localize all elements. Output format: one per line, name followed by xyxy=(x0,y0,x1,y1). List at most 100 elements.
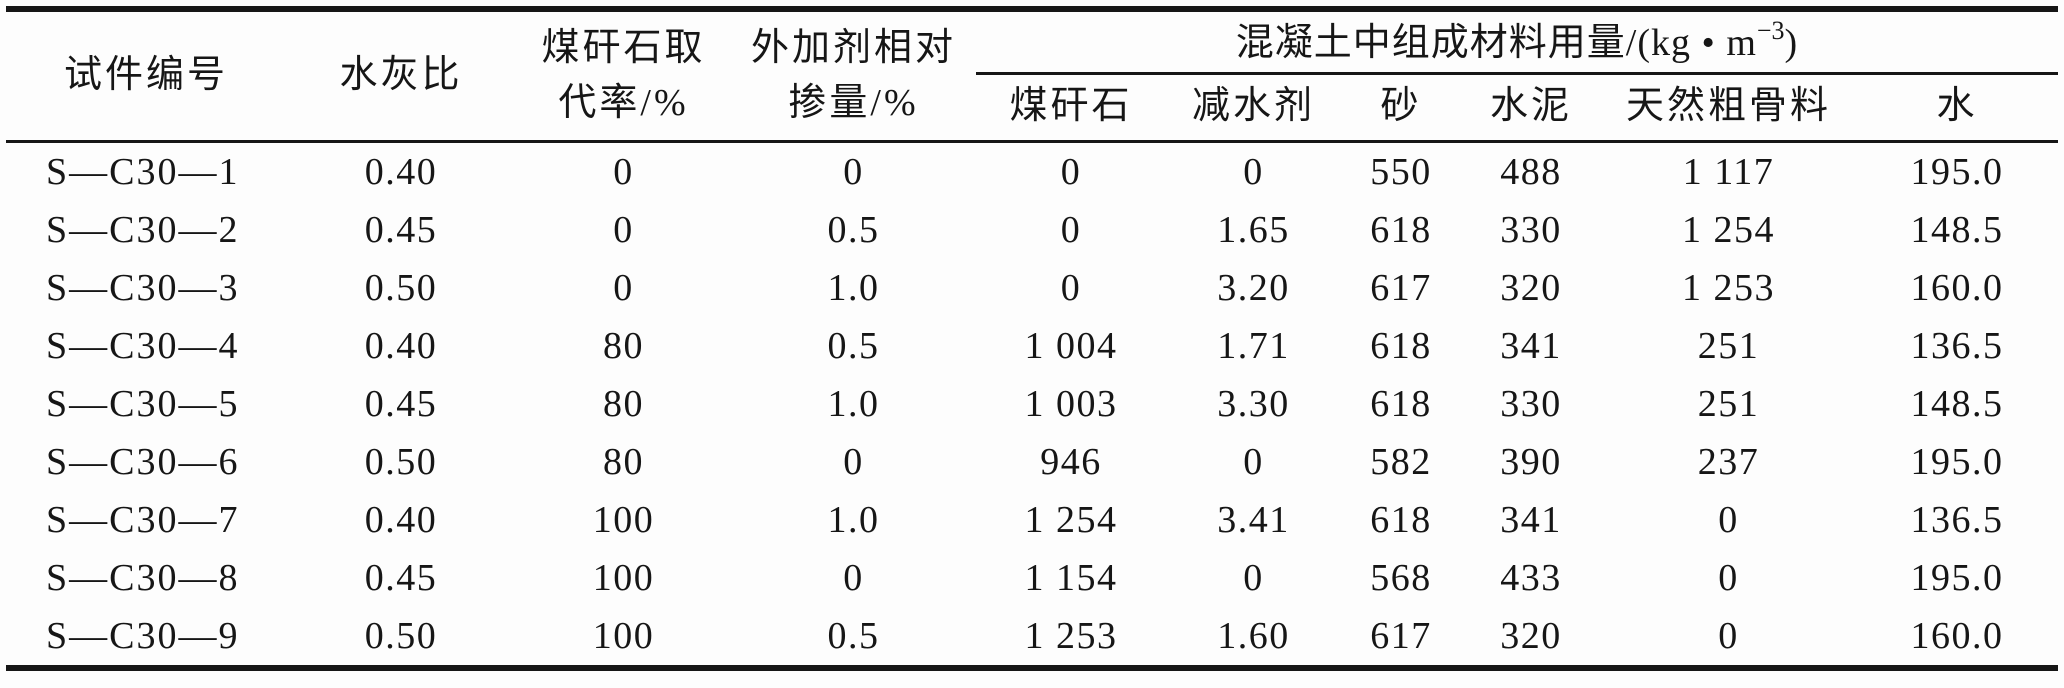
value-cell: 195.0 xyxy=(1910,440,2004,483)
value-cell: 0 xyxy=(1718,556,1739,599)
value-cell: 3.20 xyxy=(1217,266,1290,309)
concrete-mix-proportion-table: 试件编号 水灰比 煤矸石取 代率/% 外加剂相对 掺量/% 混凝土中组成材料用量… xyxy=(6,6,2058,671)
value-cell: 1 117 xyxy=(1682,150,1775,193)
value-cell: 80 xyxy=(603,382,644,425)
value-cell: 582 xyxy=(1370,440,1432,483)
specimen-id-cell: S—C30—9 xyxy=(46,614,240,657)
subheader-water: 水 xyxy=(1856,73,2058,143)
group-title-superscript: −3 xyxy=(1756,16,1785,46)
value-cell: 160.0 xyxy=(1910,614,2004,657)
value-cell: 0.5 xyxy=(827,614,880,657)
table-row: S—C30—3 0.50 0 1.0 0 3.20 617 320 1 253 160.0 xyxy=(6,259,2058,317)
value-cell: 0 xyxy=(843,150,864,193)
value-cell: 0 xyxy=(613,208,634,251)
value-cell: 0 xyxy=(1060,266,1082,309)
specimen-id-cell: S—C30—7 xyxy=(46,498,240,541)
specimen-id-cell: S—C30—6 xyxy=(46,440,240,483)
value-cell: 330 xyxy=(1500,208,1562,251)
value-cell: 1 004 xyxy=(1024,324,1118,367)
table-row: S—C30—6 0.50 80 0 946 0 582 390 237 195.0 xyxy=(6,433,2058,491)
header-water-cement-ratio: 水灰比 xyxy=(286,9,516,143)
value-cell: 80 xyxy=(603,440,644,483)
value-cell: 136.5 xyxy=(1910,498,2004,541)
group-title-close-paren: ) xyxy=(1784,22,1799,65)
value-cell: 0 xyxy=(1060,150,1082,193)
value-cell: 341 xyxy=(1500,324,1562,367)
value-cell: 0 xyxy=(1243,440,1264,483)
value-cell: 1 253 xyxy=(1682,266,1775,309)
table-row: S—C30—7 0.40 100 1.0 1 254 3.41 618 341 0 136.5 xyxy=(6,491,2058,549)
specimen-id-cell: S—C30—8 xyxy=(46,556,240,599)
value-cell: 618 xyxy=(1370,498,1432,541)
value-cell: 195.0 xyxy=(1910,556,2004,599)
value-cell: 946 xyxy=(1040,440,1102,483)
value-cell: 100 xyxy=(592,614,655,657)
value-cell: 3.30 xyxy=(1217,382,1290,425)
value-cell: 618 xyxy=(1370,382,1432,425)
value-cell: 433 xyxy=(1500,556,1562,599)
value-cell: 1.71 xyxy=(1217,324,1290,367)
subheader-coal-gangue: 煤矸石 xyxy=(976,73,1166,143)
value-cell: 0.40 xyxy=(364,498,438,541)
value-cell: 618 xyxy=(1370,208,1432,251)
value-cell: 1.0 xyxy=(827,266,880,309)
value-cell: 617 xyxy=(1370,614,1432,657)
value-cell: 3.41 xyxy=(1217,498,1290,541)
specimen-id-cell: S—C30—1 xyxy=(46,150,240,193)
value-cell: 617 xyxy=(1370,266,1432,309)
value-cell: 341 xyxy=(1500,498,1562,541)
table-row: S—C30—4 0.40 80 0.5 1 004 1.71 618 341 251 136.5 xyxy=(6,317,2058,375)
specimen-id-cell: S—C30—2 xyxy=(46,208,240,251)
value-cell: 136.5 xyxy=(1910,324,2004,367)
value-cell: 0.50 xyxy=(364,614,438,657)
value-cell: 1 003 xyxy=(1024,382,1118,425)
value-cell: 1 154 xyxy=(1024,556,1118,599)
value-cell: 618 xyxy=(1370,324,1432,367)
value-cell: 100 xyxy=(592,498,655,541)
subheader-sand: 砂 xyxy=(1341,73,1461,143)
value-cell: 1.0 xyxy=(827,382,880,425)
value-cell: 251 xyxy=(1697,382,1760,425)
value-cell: 1.0 xyxy=(827,498,880,541)
value-cell: 0 xyxy=(1060,208,1082,251)
value-cell: 330 xyxy=(1500,382,1562,425)
specimen-id-cell: S—C30—4 xyxy=(46,324,240,367)
value-cell: 550 xyxy=(1370,150,1432,193)
value-cell: 1.60 xyxy=(1217,614,1290,657)
header-admixture-dosage: 外加剂相对 掺量/% xyxy=(731,9,976,143)
subheader-water-reducer: 减水剂 xyxy=(1166,73,1341,143)
value-cell: 0.5 xyxy=(827,324,880,367)
value-cell: 160.0 xyxy=(1910,266,2004,309)
value-cell: 0.45 xyxy=(364,556,438,599)
subheader-cement: 水泥 xyxy=(1461,73,1601,143)
value-cell: 0.50 xyxy=(364,266,438,309)
value-cell: 195.0 xyxy=(1910,150,2004,193)
table-row: S—C30—2 0.45 0 0.5 0 1.65 618 330 1 254 148.5 xyxy=(6,201,2058,259)
value-cell: 320 xyxy=(1500,266,1562,309)
value-cell: 0.45 xyxy=(364,208,438,251)
value-cell: 568 xyxy=(1370,556,1432,599)
value-cell: 0.40 xyxy=(364,150,438,193)
table-row: S—C30—1 0.40 0 0 0 0 550 488 1 117 195.0 xyxy=(6,141,2058,201)
value-cell: 488 xyxy=(1500,150,1562,193)
value-cell: 237 xyxy=(1697,440,1760,483)
subheader-natural-coarse-aggregate: 天然粗骨料 xyxy=(1601,73,1856,143)
group-title-text: 混凝土中组成材料用量/(kg • m xyxy=(1235,22,1757,65)
value-cell: 0.40 xyxy=(364,324,438,367)
value-cell: 0 xyxy=(1243,150,1264,193)
value-cell: 0 xyxy=(613,150,634,193)
value-cell: 0 xyxy=(1243,556,1264,599)
table-row: S—C30—5 0.45 80 1.0 1 003 3.30 618 330 251 148.5 xyxy=(6,375,2058,433)
value-cell: 80 xyxy=(603,324,644,367)
value-cell: 1 254 xyxy=(1682,208,1775,251)
value-cell: 0 xyxy=(843,556,864,599)
value-cell: 1.65 xyxy=(1217,208,1290,251)
value-cell: 0 xyxy=(613,266,634,309)
value-cell: 0 xyxy=(843,440,864,483)
header-material-amount-group: 混凝土中组成材料用量/(kg • m−3) xyxy=(976,9,2058,75)
table-body: S—C30—1 0.40 0 0 0 0 550 488 1 117 195.0 S—C30—2 0.… xyxy=(6,141,2058,668)
value-cell: 251 xyxy=(1697,324,1760,367)
value-cell: 0 xyxy=(1718,498,1739,541)
value-cell: 320 xyxy=(1500,614,1562,657)
